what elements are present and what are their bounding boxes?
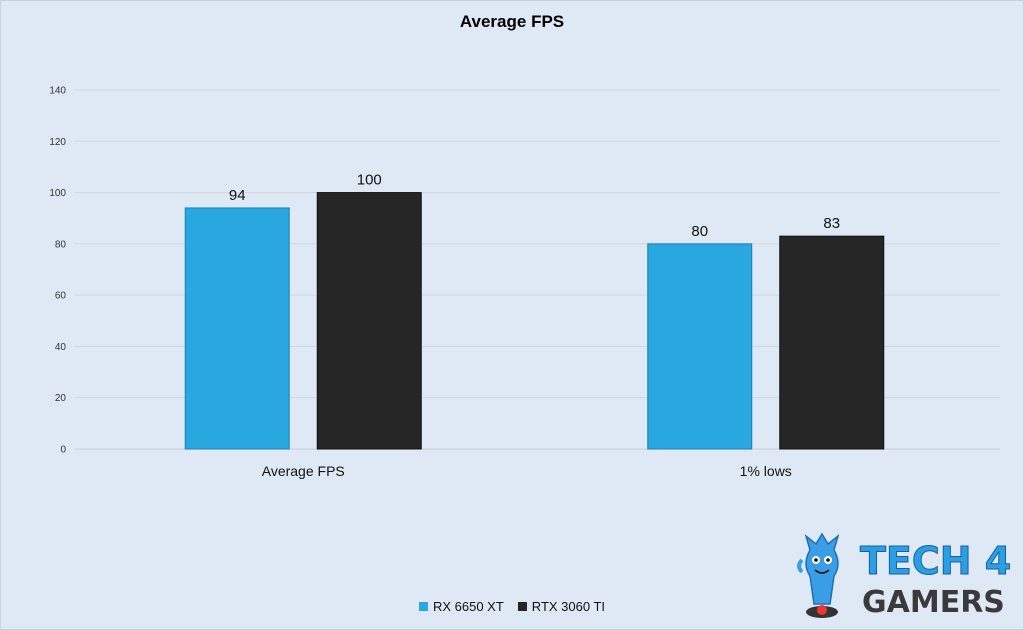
y-tick-label: 40 <box>55 342 67 353</box>
y-tick-label: 80 <box>55 239 67 250</box>
y-tick-label: 0 <box>60 445 66 456</box>
legend-item-rx-6650-xt: RX 6650 XT <box>418 599 504 614</box>
bar <box>316 192 422 450</box>
y-tick-label: 140 <box>49 86 66 97</box>
tech4gamers-logo: TECH 4 GAMERS <box>797 532 1012 620</box>
bar <box>647 243 753 450</box>
legend-label-rtx-3060-ti: RTX 3060 TI <box>531 599 606 614</box>
logo-line2: GAMERS <box>862 585 1005 620</box>
bar <box>779 235 885 450</box>
x-category-label: 1% lows <box>740 463 792 479</box>
y-tick-label: 100 <box>49 188 66 199</box>
y-tick-label: 20 <box>55 393 67 404</box>
logo-line1: TECH 4 <box>860 539 1011 583</box>
bar <box>184 207 290 450</box>
y-tick-label: 60 <box>55 291 67 302</box>
data-label: 83 <box>823 215 840 232</box>
mascot-icon <box>797 532 840 618</box>
legend-item-rtx-3060-ti: RTX 3060 TI <box>517 599 606 614</box>
x-category-label: Average FPS <box>262 463 345 479</box>
data-label: 100 <box>357 172 382 189</box>
data-label: 80 <box>691 223 708 240</box>
chart-title: Average FPS <box>459 12 565 31</box>
legend: RX 6650 XT RTX 3060 TI <box>0 599 1024 614</box>
legend-swatch-rx-6650-xt <box>418 602 428 611</box>
data-label: 94 <box>229 187 246 204</box>
y-tick-label: 120 <box>49 137 66 148</box>
legend-label-rx-6650-xt: RX 6650 XT <box>432 599 504 614</box>
legend-swatch-rtx-3060-ti <box>517 602 527 611</box>
